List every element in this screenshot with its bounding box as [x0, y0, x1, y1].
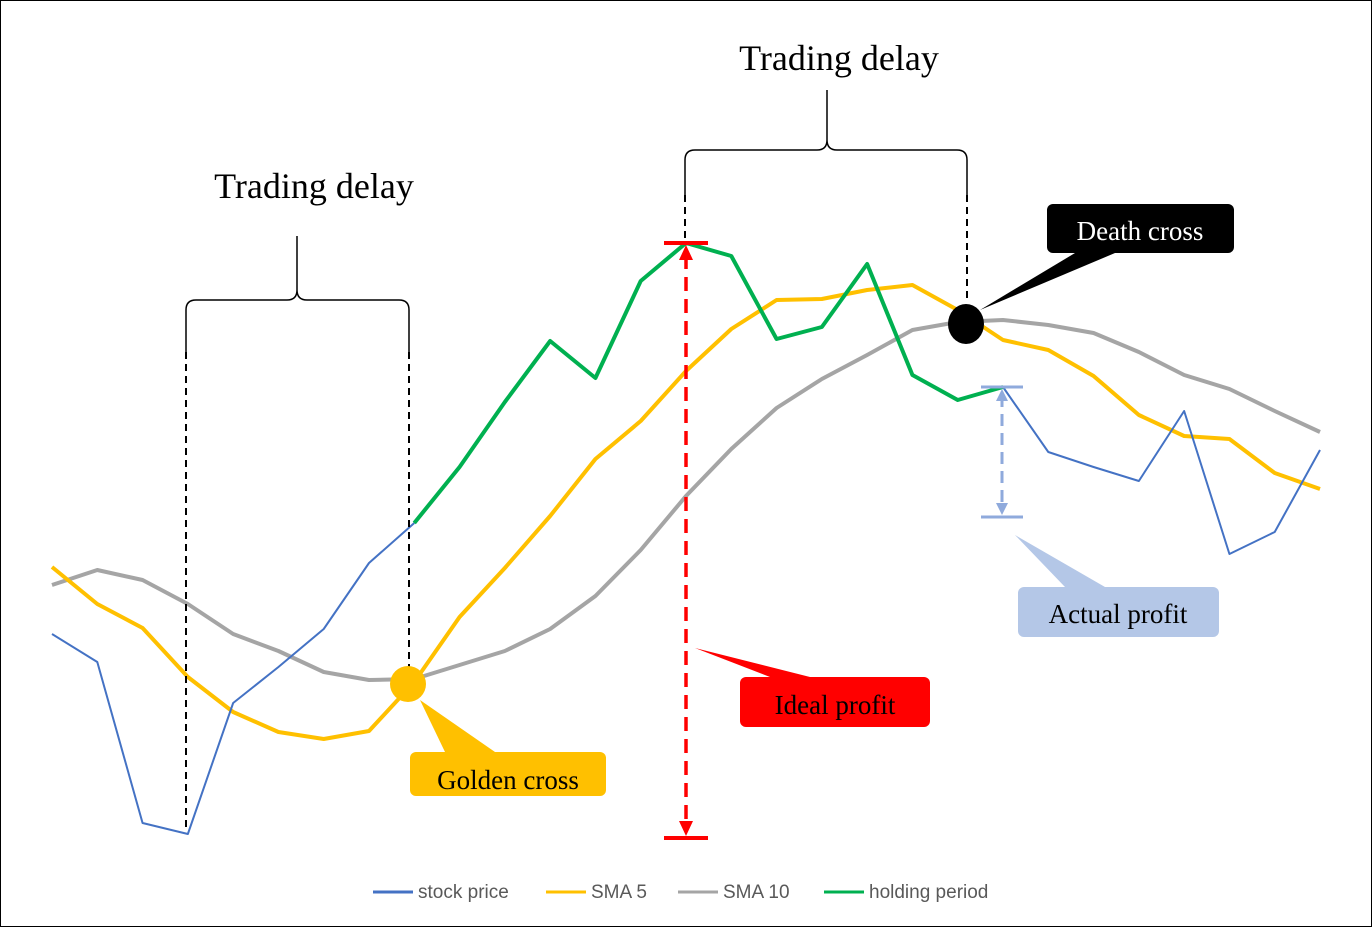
- brace: [684, 90, 968, 195]
- callout-box: [1047, 204, 1234, 253]
- annotation: Ideal profit: [775, 690, 896, 720]
- legend-label: SMA 5: [591, 882, 647, 903]
- callout-box: [1018, 587, 1219, 637]
- callout-pointer: [695, 648, 810, 677]
- ideal-profit-marker: [664, 241, 708, 840]
- annotation: Trading delay: [214, 166, 414, 206]
- annotation: Trading delay: [739, 38, 939, 78]
- series-line: [412, 241, 1004, 525]
- series-line: [51, 386, 1321, 835]
- legend-label: holding period: [869, 882, 988, 903]
- actual-profit-marker: [981, 385, 1023, 519]
- annotation-shapes: [185, 90, 968, 832]
- golden-cross-dot: [390, 666, 426, 702]
- annotation: Death cross: [1077, 216, 1204, 246]
- death-cross-dot: [948, 304, 984, 344]
- annotation: Actual profit: [1049, 599, 1188, 629]
- callout-box: [410, 752, 606, 796]
- brace: [185, 236, 410, 352]
- callout-pointer: [420, 700, 495, 752]
- series-line: [51, 318, 1321, 682]
- callout-pointer: [980, 253, 1115, 310]
- callout-box: [740, 677, 930, 727]
- legend-label: stock price: [418, 882, 509, 903]
- annotation: Golden cross: [437, 765, 579, 795]
- callout-pointer: [1015, 535, 1105, 587]
- legend-label: SMA 10: [723, 882, 790, 903]
- legend: stock price SMA 5 SMA 10 holding period: [373, 882, 988, 903]
- delay-lines: [185, 195, 968, 832]
